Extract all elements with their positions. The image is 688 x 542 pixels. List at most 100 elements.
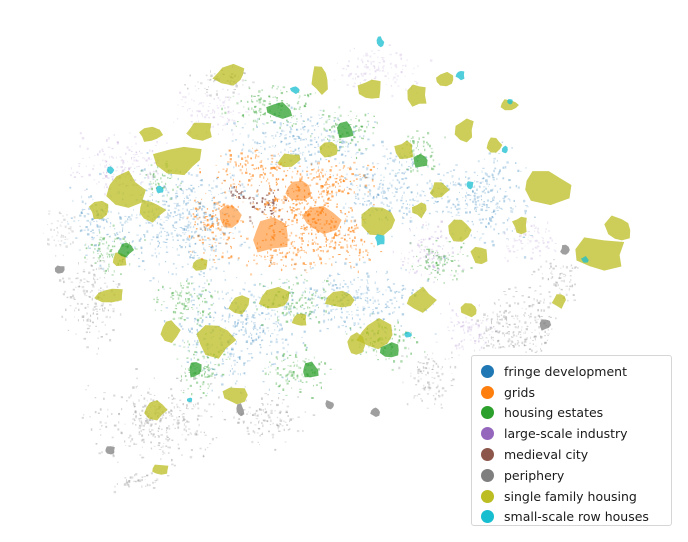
legend-label-medieval-city: medieval city [504, 447, 589, 463]
patch-34 [412, 202, 427, 219]
legend-marker-single-family-housing [481, 489, 494, 503]
scatter-cluster-17 [409, 237, 473, 284]
scatter-cluster-39 [113, 472, 170, 494]
district-patches [54, 36, 631, 475]
scatter-cluster-12 [153, 279, 219, 326]
scatter-cluster-37 [531, 259, 579, 302]
patch-18 [448, 219, 472, 242]
legend-marker-small-scale-row-houses [481, 510, 494, 524]
legend-item-housing-estates: housing estates [478, 403, 665, 424]
patch-27 [361, 207, 396, 236]
patch-22 [604, 215, 631, 241]
patch-64 [413, 154, 428, 168]
patch-39 [291, 313, 307, 326]
scatter-cluster-25 [63, 186, 134, 256]
patch-62 [266, 102, 293, 119]
patch-56 [539, 319, 551, 331]
patch-66 [379, 342, 399, 358]
scatter-cluster-29 [334, 44, 433, 98]
patch-72 [285, 180, 312, 201]
patch-38 [551, 294, 566, 309]
patch-3 [407, 84, 427, 107]
legend-marker-medieval-city [481, 448, 494, 462]
scatter-cluster-7 [245, 238, 316, 276]
patch-54 [507, 99, 513, 105]
patch-26 [500, 99, 519, 111]
legend-marker-housing-estates [481, 406, 494, 420]
scatter-cluster-36 [398, 347, 460, 409]
scatter-cluster-24 [421, 141, 536, 259]
patch-61 [370, 407, 380, 417]
legend-label-periphery: periphery [504, 467, 565, 483]
patch-50 [501, 145, 508, 154]
legend-item-small-scale-row-houses: small-scale row houses [478, 507, 665, 528]
scatter-cluster-32 [81, 368, 230, 467]
patch-11 [94, 288, 123, 303]
scatter-cluster-40 [42, 210, 82, 257]
scatter-cluster-16 [264, 344, 332, 399]
patch-2 [357, 79, 381, 99]
legend-label-small-scale-row-houses: small-scale row houses [504, 509, 649, 525]
patch-28 [394, 140, 414, 159]
patch-16 [356, 318, 393, 350]
legend-item-fringe-development: fringe development [478, 361, 665, 382]
patch-70 [302, 206, 342, 235]
patch-43 [376, 36, 385, 48]
patch-25 [486, 137, 503, 153]
patch-33 [429, 182, 450, 198]
patch-30 [222, 387, 248, 405]
scatter-cluster-41 [521, 290, 557, 352]
patch-68 [117, 242, 135, 258]
scatter-cluster-33 [58, 249, 123, 355]
patch-47 [404, 331, 413, 338]
patch-53 [187, 397, 193, 403]
patch-21 [575, 237, 625, 271]
patch-31 [152, 464, 169, 475]
patch-15 [324, 290, 355, 308]
scatter-cluster-1 [229, 184, 255, 205]
patch-5 [139, 126, 164, 142]
patch-0 [212, 63, 245, 86]
patch-69 [253, 217, 288, 253]
scatter-cluster-11 [84, 224, 146, 276]
patch-9 [88, 200, 109, 219]
patch-55 [560, 244, 570, 255]
scatter-cluster-26 [387, 217, 465, 283]
patch-7 [153, 146, 202, 176]
patch-13 [196, 325, 237, 359]
patch-23 [512, 216, 527, 235]
map-legend: fringe development grids housing estates… [471, 355, 672, 526]
patch-4 [436, 71, 454, 87]
legend-item-single-family-housing: single family housing [478, 486, 665, 507]
legend-label-fringe-development: fringe development [504, 363, 627, 379]
legend-marker-large-scale-industry [481, 427, 494, 441]
patch-57 [54, 265, 65, 274]
scatter-cluster-3 [199, 147, 314, 193]
patch-48 [107, 166, 115, 175]
patch-65 [303, 361, 319, 378]
patch-40 [192, 258, 208, 271]
patch-67 [189, 362, 202, 378]
patch-59 [236, 403, 245, 417]
patch-60 [105, 446, 115, 455]
legend-label-grids: grids [504, 384, 535, 400]
patch-37 [347, 332, 366, 355]
patch-45 [289, 86, 300, 95]
legend-marker-fringe-development [481, 364, 494, 378]
patch-46 [375, 234, 385, 246]
scatter-cluster-0 [248, 185, 289, 225]
patch-12 [160, 320, 181, 343]
patch-52 [581, 256, 589, 263]
patch-63 [336, 121, 354, 138]
legend-label-housing-estates: housing estates [504, 405, 604, 421]
scatter-cluster-31 [504, 220, 557, 267]
patch-19 [470, 246, 488, 265]
patch-32 [460, 303, 477, 318]
patch-58 [325, 400, 334, 410]
patch-41 [228, 295, 250, 315]
patch-8 [106, 170, 146, 208]
legend-item-medieval-city: medieval city [478, 444, 665, 465]
patch-17 [406, 286, 437, 313]
legend-label-large-scale-industry: large-scale industry [504, 426, 628, 442]
